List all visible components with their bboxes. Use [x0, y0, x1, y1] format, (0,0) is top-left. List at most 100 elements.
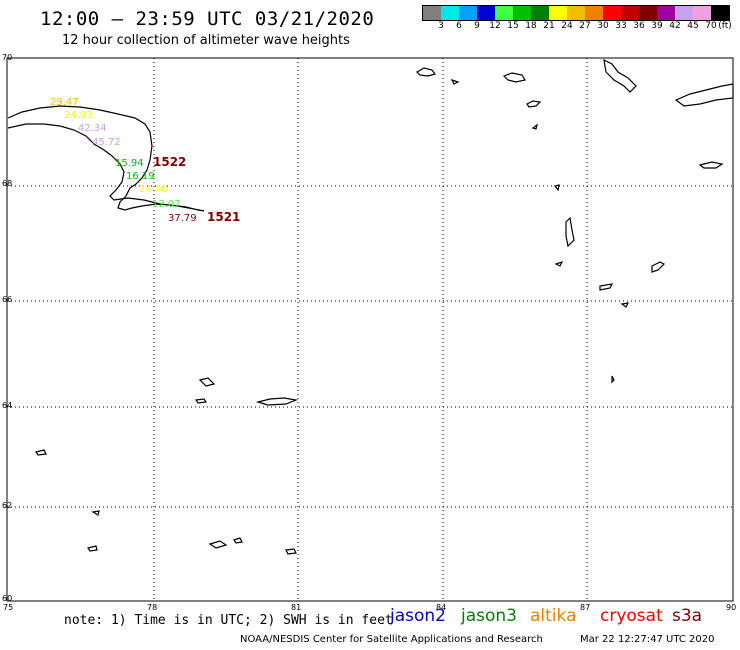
- wave-label: 24.00: [139, 184, 168, 195]
- lat-tick-label: 68: [2, 179, 12, 188]
- lon-tick-label: 87: [580, 603, 590, 612]
- island-5: [531, 123, 538, 130]
- color-scale-label: 15: [507, 21, 519, 31]
- mission-cryosat: cryosat: [600, 606, 663, 626]
- color-scale-label: 12: [489, 21, 501, 31]
- wave-label: 15.94: [115, 158, 144, 169]
- island-23: [233, 537, 243, 544]
- color-swatch: [549, 6, 567, 20]
- color-swatch: [621, 6, 639, 20]
- island-22: [208, 540, 228, 549]
- color-scale-label: 9: [474, 21, 480, 31]
- pass-time-labels: 1522 1521: [153, 155, 240, 224]
- color-scale-label: 42: [669, 21, 681, 31]
- color-swatch: [639, 6, 657, 20]
- lon-tick-label: 84: [436, 603, 446, 612]
- mission-jason2: jason2: [390, 606, 446, 626]
- island-6: [603, 58, 637, 93]
- page-subtitle: 12 hour collection of altimeter wave hei…: [62, 33, 350, 48]
- lat-tick-label: 60: [2, 594, 12, 603]
- color-scale-label: 45: [687, 21, 699, 31]
- wave-label: 29.47: [50, 97, 79, 108]
- map-grid: [7, 58, 733, 601]
- mission-s3a: s3a: [672, 606, 703, 626]
- wave-label: 45.72: [92, 137, 121, 148]
- island-13: [599, 283, 614, 291]
- mission-jason3: jason3: [461, 606, 517, 626]
- lon-tick-label: 78: [147, 603, 157, 612]
- color-swatch: [675, 6, 693, 20]
- color-scale-label: 30: [597, 21, 609, 31]
- island-2: [502, 72, 526, 83]
- island-15: [611, 375, 615, 384]
- island-4: [526, 100, 542, 108]
- lat-tick-label: 64: [2, 401, 12, 410]
- pass-time-label: 1521: [207, 210, 240, 224]
- color-swatch: [459, 6, 477, 20]
- color-scale-labels: 3 6 9 12 15 18 21 24 27 30 33 36 39 42 45 70 (ft): [422, 21, 740, 35]
- mission-altika: altika: [530, 606, 577, 626]
- mainland-coast: [7, 105, 205, 212]
- wave-label: 12.07: [152, 199, 181, 210]
- color-swatch: [657, 6, 675, 20]
- color-scale-label: 21: [543, 21, 555, 31]
- wave-label: 16.19: [126, 171, 155, 182]
- color-scale-label: 33: [615, 21, 627, 31]
- color-swatch: [477, 6, 495, 20]
- island-24: [285, 548, 297, 555]
- color-swatch: [711, 6, 729, 20]
- color-swatch: [585, 6, 603, 20]
- island-16: [198, 377, 216, 387]
- map-frame: [6, 57, 734, 602]
- color-scale-label: 6: [456, 21, 462, 31]
- island-12: [651, 261, 666, 273]
- color-scale-label: 18: [525, 21, 537, 31]
- wave-label: 24.93: [64, 110, 93, 121]
- lat-tick-label: 70: [2, 53, 12, 62]
- axis-labels: 70 68 66 64 62 60 75 78 81 84 87 90: [2, 53, 736, 612]
- color-scale-label: 70: [705, 21, 717, 31]
- color-scale-bar: [422, 5, 730, 21]
- wave-label: 37.79: [168, 213, 197, 224]
- color-swatch: [513, 6, 531, 20]
- color-swatch: [567, 6, 585, 20]
- lon-tick-label: 81: [291, 603, 301, 612]
- color-swatch: [531, 6, 549, 20]
- island-7: [674, 83, 734, 107]
- island-11: [554, 260, 564, 267]
- island-21: [87, 545, 98, 552]
- color-swatch: [693, 6, 711, 20]
- color-swatch: [603, 6, 621, 20]
- pass-time-label: 1522: [153, 155, 186, 169]
- island-8: [698, 161, 724, 169]
- island-10: [565, 216, 575, 248]
- color-scale-unit: (ft): [718, 21, 732, 31]
- color-swatch: [423, 6, 441, 20]
- island-18: [255, 397, 299, 406]
- footer-credit: NOAA/NESDIS Center for Satellite Applica…: [240, 634, 543, 645]
- page-title: 12:00 – 23:59 UTC 03/21/2020: [40, 8, 375, 30]
- lon-tick-label: 90: [726, 603, 736, 612]
- island-19: [35, 449, 47, 456]
- footer-timestamp: Mar 22 12:27:47 UTC 2020: [580, 634, 715, 645]
- island-3: [450, 78, 460, 85]
- color-scale-label: 39: [651, 21, 663, 31]
- lon-tick-label: 75: [3, 603, 13, 612]
- note-text: note: 1) Time is in UTC; 2) SWH is in fe…: [64, 613, 393, 628]
- color-scale-label: 27: [579, 21, 591, 31]
- island-9: [553, 184, 560, 192]
- wave-height-labels: 29.47 24.93 42.34 45.72 15.94 16.19 24.0…: [50, 97, 197, 224]
- wave-label: 42.34: [78, 123, 107, 134]
- lat-tick-label: 62: [2, 501, 12, 510]
- island-17: [194, 398, 208, 404]
- color-scale-label: 36: [633, 21, 645, 31]
- lat-tick-label: 66: [2, 295, 12, 304]
- island-20: [91, 510, 100, 516]
- color-swatch: [495, 6, 513, 20]
- coastlines: [7, 58, 734, 555]
- color-scale-label: 24: [561, 21, 573, 31]
- island-14: [620, 302, 630, 308]
- color-swatch: [441, 6, 459, 20]
- color-scale-label: 3: [438, 21, 444, 31]
